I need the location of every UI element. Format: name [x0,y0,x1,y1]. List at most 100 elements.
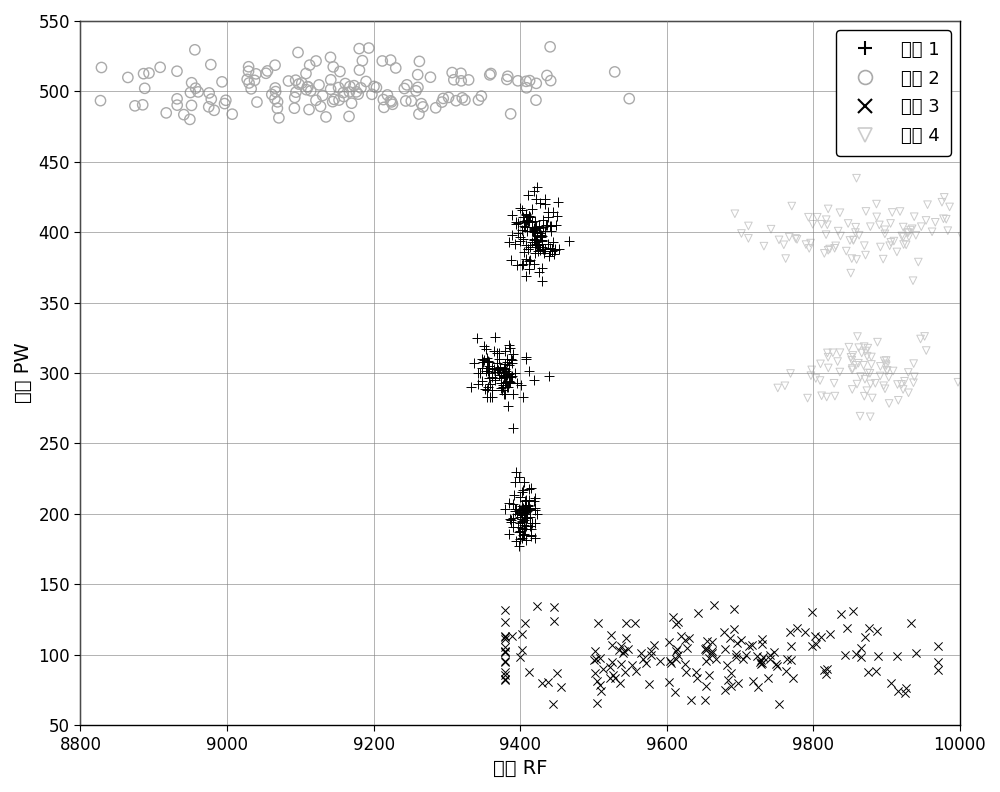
Point [663,657,679,669]
Point [716,626,732,638]
Point [889,246,905,258]
Point [353,82,369,94]
Point [474,361,490,374]
Point [781,230,797,243]
Point [801,242,817,255]
Point [530,246,546,258]
Point [690,607,706,620]
Point [533,228,549,241]
Point [514,513,530,526]
Point [537,192,553,205]
Point [206,104,222,116]
Point [497,503,513,516]
Point [520,188,536,201]
Point [905,274,921,287]
Point [518,506,534,519]
Point [515,258,531,271]
Point [862,367,878,379]
Point [814,218,830,230]
Point [830,356,846,368]
Point [957,337,973,350]
Point [661,636,677,649]
Point [884,206,900,219]
Point [493,377,509,390]
Point [504,354,520,367]
Point [491,369,507,382]
Point [513,379,529,391]
Point [521,482,537,495]
Point [475,356,491,369]
Point [520,215,536,228]
Point [534,275,550,287]
Point [819,390,835,403]
Point [152,61,168,74]
Point [698,654,714,667]
Point [249,96,265,109]
Point [844,362,860,375]
Point [920,198,936,211]
Point [717,684,733,697]
Point [510,74,526,87]
Point [587,667,603,680]
Point [771,698,787,710]
Point [332,65,348,78]
Point [494,383,510,396]
Point [190,86,206,98]
Point [527,501,543,514]
Point [368,82,384,94]
Point [374,55,390,67]
Point [779,653,795,665]
Point [844,383,860,396]
Point [878,354,894,367]
Point [201,86,217,99]
Point [506,488,522,501]
Point [474,375,490,387]
Point [785,672,801,684]
Point [804,640,820,653]
Point [541,370,557,383]
Point [484,370,500,383]
Point [967,225,983,238]
Point [521,494,537,507]
Point [504,630,520,642]
Point [935,212,951,225]
Point [503,253,519,266]
Point [480,381,496,394]
Point [481,356,497,369]
Point [525,225,541,238]
Point [218,94,234,107]
Point [633,646,649,659]
Point [512,510,528,523]
Point [856,359,872,371]
Point [523,523,539,535]
Point [859,384,875,397]
Point [411,108,427,120]
Point [863,351,879,364]
Point [545,205,561,218]
Point [849,253,865,266]
Point [519,213,535,226]
Point [729,637,745,649]
Point [528,234,544,246]
Point [738,649,754,661]
Point [497,633,513,645]
Point [521,263,537,276]
Point [514,516,530,529]
Point [587,645,603,657]
Point [182,113,198,126]
Point [496,369,512,382]
Point [524,517,540,530]
Point [754,632,770,645]
Point [833,607,849,620]
Point [532,230,548,243]
Point [481,371,497,384]
Point [519,225,535,238]
Point [169,93,185,105]
Point [526,224,542,237]
Point [510,521,526,534]
Point [768,658,784,671]
Point [841,341,857,353]
Point [844,364,860,376]
Point [602,661,618,673]
Point [470,93,486,106]
